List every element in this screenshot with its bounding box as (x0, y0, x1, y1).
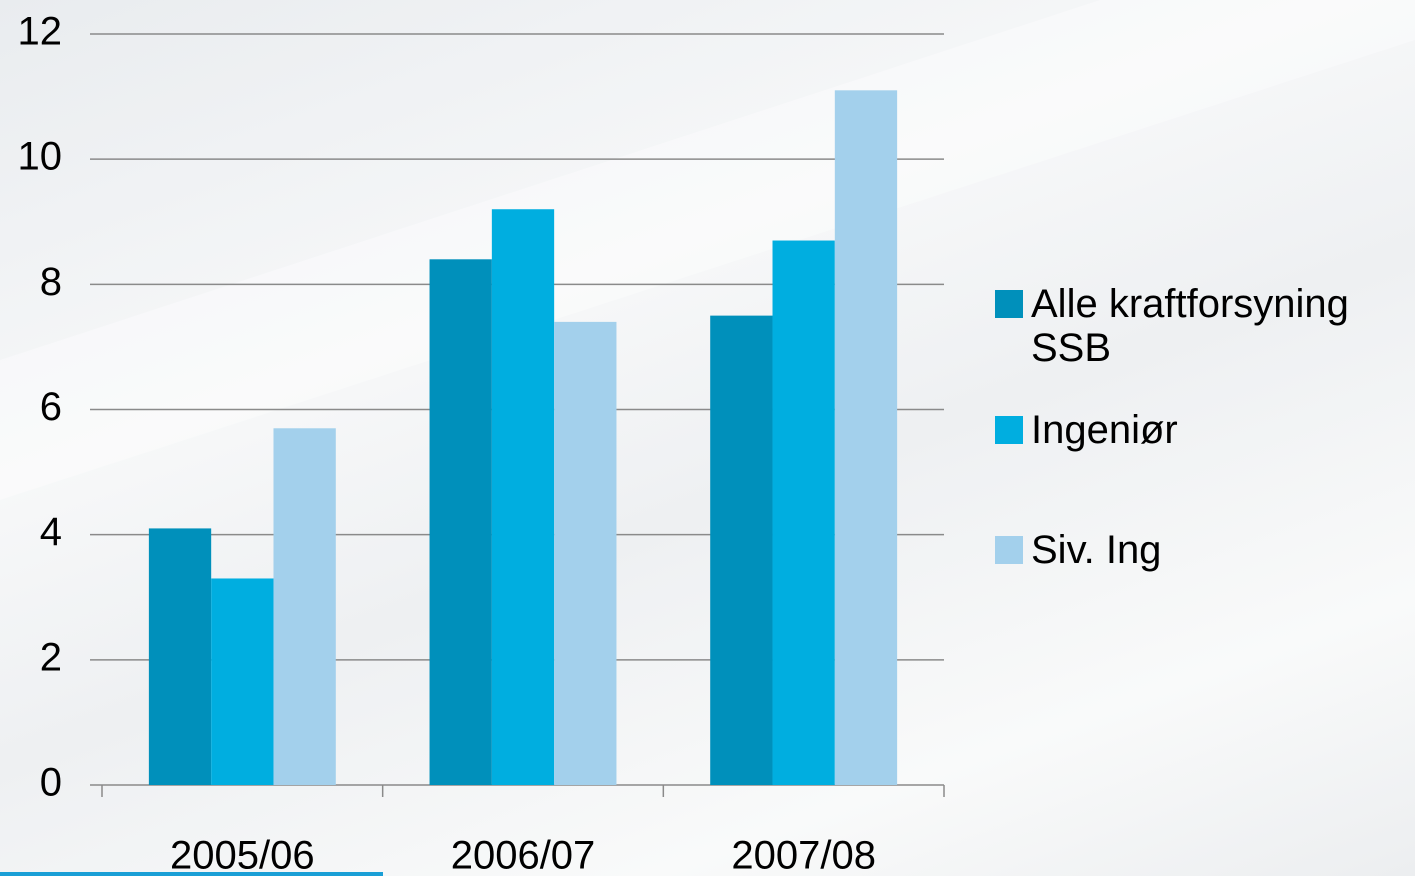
legend-swatch (995, 290, 1023, 318)
bar (554, 321, 617, 785)
legend-swatch (995, 416, 1023, 444)
bar (710, 315, 773, 785)
y-tick-label: 12 (18, 10, 63, 54)
legend-swatch (995, 536, 1023, 564)
y-tick-label: 4 (40, 510, 62, 554)
y-tick-label: 2 (40, 635, 62, 679)
bar (429, 259, 492, 785)
bar (834, 90, 898, 785)
x-tick-label: 2006/07 (451, 834, 596, 876)
y-tick-label: 6 (40, 385, 62, 429)
legend-label: Alle kraftforsyning SSB (1031, 282, 1349, 370)
x-tick-label: 2007/08 (731, 834, 876, 876)
legend-entry: Alle kraftforsyning SSB (995, 282, 1411, 370)
bar (491, 209, 555, 785)
y-tick-label: 0 (40, 761, 62, 805)
legend-entry: Ingeniør (995, 408, 1411, 452)
x-tick-label: 2005/06 (170, 834, 315, 876)
legend-label: Siv. Ing (1031, 528, 1162, 572)
y-tick-label: 8 (40, 260, 62, 304)
legend-entry: Siv. Ing (995, 528, 1411, 572)
y-tick-label: 10 (18, 135, 63, 179)
bar (273, 428, 336, 785)
background-shape (0, 0, 1415, 500)
bar (772, 240, 835, 785)
legend-label: Ingeniør (1031, 408, 1178, 452)
bar (148, 528, 212, 785)
bar (211, 578, 274, 785)
